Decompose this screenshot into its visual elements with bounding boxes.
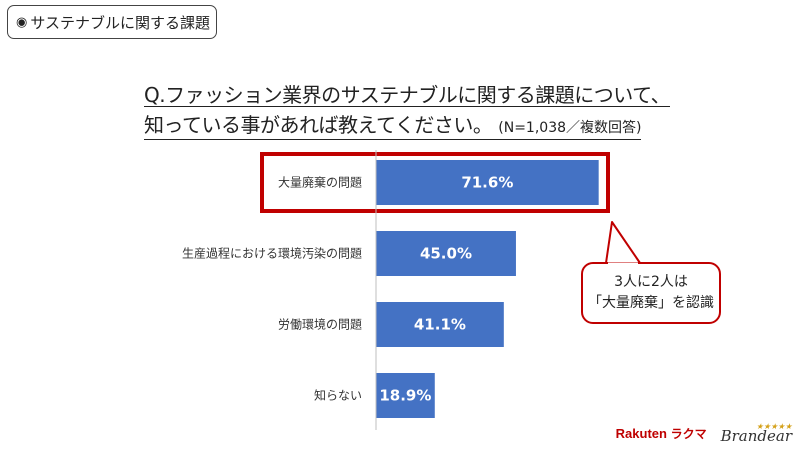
bar-2 [376, 302, 504, 347]
footer-logos: Rakuten ラクマ ★★★★★ Brandear [616, 422, 792, 445]
callout-line-2: 「大量廃棄」を認識 [588, 295, 714, 311]
brandear-logo: ★★★★★ Brandear [721, 422, 792, 445]
callout-line-1: 3人に2人は [614, 274, 688, 290]
bar-3 [376, 373, 435, 418]
category-label: 大量廃棄の問題 [278, 175, 362, 190]
category-label: 労働環境の問題 [278, 317, 362, 332]
rakuten-rakuma-logo: Rakuten ラクマ [616, 425, 707, 442]
bar-1 [376, 231, 516, 276]
question-note: (N=1,038／複数回答) [498, 120, 642, 136]
question-line-1: Q.ファッション業界のサステナブルに関する課題について、 [144, 83, 671, 107]
brandear-logo-text: Brandear [720, 427, 792, 445]
category-label: 知らない [314, 389, 362, 403]
bar-value-label: 18.9% [379, 387, 431, 405]
question-line-2-text: 知っている事があれば教えてください。 [144, 113, 493, 137]
section-tag: ◉ サステナブルに関する課題 [7, 5, 217, 39]
bar-value-label: 71.6% [461, 174, 513, 192]
bar-value-label: 41.1% [414, 316, 466, 334]
bar-0 [376, 160, 599, 205]
rakuten-logo-text: Rakuten [615, 426, 667, 441]
highlight-box [260, 152, 610, 213]
rakuma-logo-text: ラクマ [670, 427, 707, 441]
bar-value-label: 45.0% [420, 245, 472, 263]
category-label: 生産過程における環境汚染の問題 [182, 246, 362, 261]
question-line-2: 知っている事があれば教えてください。 (N=1,038／複数回答) [144, 113, 642, 140]
stars-icon: ★★★★★ [756, 422, 792, 431]
bullet-icon: ◉ [16, 14, 28, 30]
section-tag-label: サステナブルに関する課題 [30, 13, 211, 32]
callout-box: 3人に2人は 「大量廃棄」を認識 [581, 262, 721, 324]
